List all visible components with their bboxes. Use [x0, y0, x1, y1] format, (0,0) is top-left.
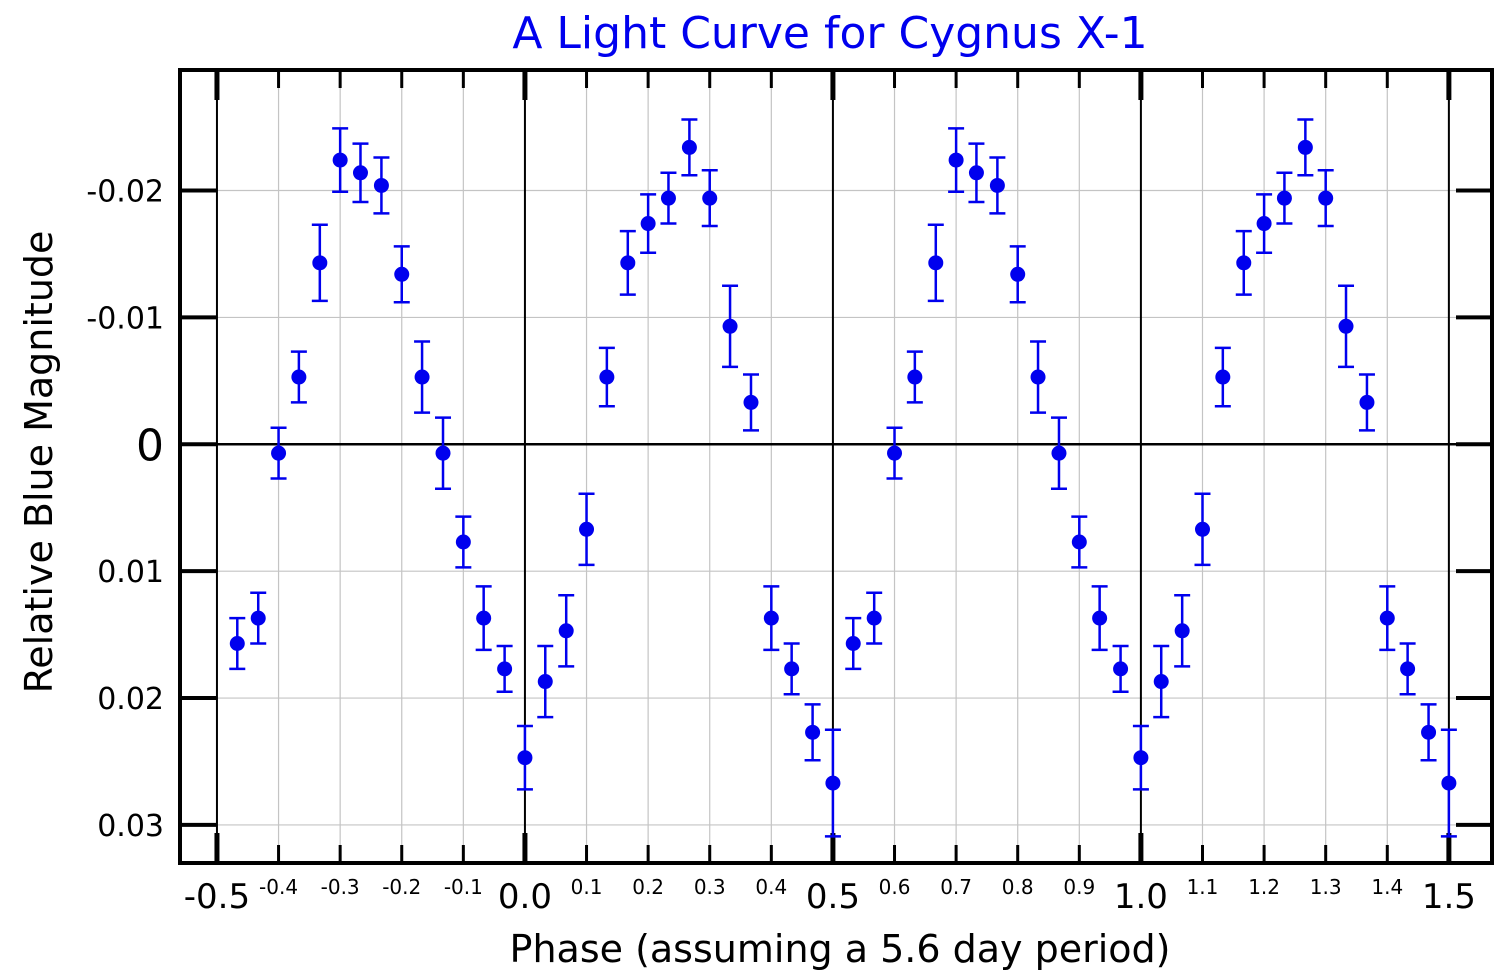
x-tick-label-major: 0.5 [806, 877, 860, 917]
data-point [1030, 369, 1046, 385]
data-point [681, 139, 697, 155]
axis-ticks [180, 70, 1492, 863]
data-point [702, 190, 718, 206]
x-axis-label: Phase (assuming a 5.6 day period) [510, 927, 1171, 971]
data-point [743, 394, 759, 410]
x-tick-label-minor: 1.2 [1248, 875, 1280, 899]
x-tick-label-minor: 0.3 [694, 875, 726, 899]
x-tick-label-minor: 0.2 [632, 875, 664, 899]
x-tick-label-major: -0.5 [184, 877, 250, 917]
x-tick-label-minor: 1.3 [1310, 875, 1342, 899]
x-tick-label-minor: 0.8 [1002, 875, 1034, 899]
x-tick-label-major: 1.5 [1422, 877, 1476, 917]
data-point [1010, 266, 1026, 282]
data-point [763, 610, 779, 626]
data-point [497, 661, 513, 677]
data-point [620, 255, 636, 271]
data-points [229, 118, 1457, 838]
y-tick-labels: -0.02 -0.01 0 0.01 0.02 0.03 [86, 175, 164, 844]
x-tick-label-minor: 1.1 [1187, 875, 1219, 899]
data-point [1441, 775, 1457, 791]
x-tick-label-minor: -0.2 [382, 875, 421, 899]
data-point [1421, 724, 1437, 740]
data-point [537, 674, 553, 690]
data-point [229, 635, 245, 651]
y-tick-label: -0.01 [86, 301, 164, 336]
data-point [1194, 521, 1210, 537]
data-point [1400, 661, 1416, 677]
x-tick-labels: -0.5 0.0 0.5 1.0 1.5 -0.4 -0.3 -0.2 -0.1 0.1 0.2 0.… [184, 875, 1476, 917]
data-point [805, 724, 821, 740]
x-tick-label-minor: -0.4 [259, 875, 298, 899]
data-point [271, 445, 287, 461]
data-point [599, 369, 615, 385]
y-tick-label: 0.03 [97, 809, 164, 844]
data-point [660, 190, 676, 206]
data-point [1133, 750, 1149, 766]
y-tick-label: 0.02 [97, 682, 164, 717]
data-point [1276, 190, 1292, 206]
data-point [517, 750, 533, 766]
data-point [928, 255, 944, 271]
data-point [722, 318, 738, 334]
data-point [352, 165, 368, 181]
data-point [435, 445, 451, 461]
data-point [394, 266, 410, 282]
x-tick-label-minor: -0.3 [321, 875, 360, 899]
x-tick-label-major: 1.0 [1114, 877, 1168, 917]
data-point [558, 623, 574, 639]
x-tick-label-minor: 0.4 [755, 875, 787, 899]
data-point [1236, 255, 1252, 271]
y-tick-label: -0.02 [86, 175, 164, 210]
data-point [907, 369, 923, 385]
data-point [291, 369, 307, 385]
data-point [1092, 610, 1108, 626]
data-point [1113, 661, 1129, 677]
data-point [866, 610, 882, 626]
data-point [1297, 139, 1313, 155]
data-point [476, 610, 492, 626]
data-point [845, 635, 861, 651]
y-tick-label: 0.01 [97, 555, 164, 590]
x-tick-label-minor: 0.1 [571, 875, 603, 899]
chart-title: A Light Curve for Cygnus X-1 [512, 8, 1147, 59]
data-point [1071, 534, 1087, 550]
data-point [414, 369, 430, 385]
data-point [640, 216, 656, 232]
data-point [1318, 190, 1334, 206]
data-point [825, 775, 841, 791]
x-tick-label-minor: 1.4 [1371, 875, 1403, 899]
x-tick-label-minor: 0.6 [879, 875, 911, 899]
plot-frame [178, 68, 1494, 865]
data-point [1359, 394, 1375, 410]
data-point [332, 152, 348, 168]
data-point [948, 152, 964, 168]
x-tick-label-minor: 0.7 [940, 875, 972, 899]
data-point [1256, 216, 1272, 232]
x-tick-label-minor: 0.9 [1063, 875, 1095, 899]
data-point [968, 165, 984, 181]
data-point [989, 177, 1005, 193]
data-point [579, 521, 595, 537]
data-point [1153, 674, 1169, 690]
data-point [887, 445, 903, 461]
x-tick-label-major: 0.0 [498, 877, 552, 917]
data-point [1338, 318, 1354, 334]
data-point [1051, 445, 1067, 461]
data-point [1174, 623, 1190, 639]
y-axis-label: Relative Blue Magnitude [17, 231, 61, 694]
data-point [1379, 610, 1395, 626]
data-point [455, 534, 471, 550]
data-point [250, 610, 266, 626]
data-point [1215, 369, 1231, 385]
data-point [312, 255, 328, 271]
data-point [373, 177, 389, 193]
y-tick-label: 0 [136, 420, 164, 471]
x-tick-label-minor: -0.1 [444, 875, 483, 899]
data-point [784, 661, 800, 677]
